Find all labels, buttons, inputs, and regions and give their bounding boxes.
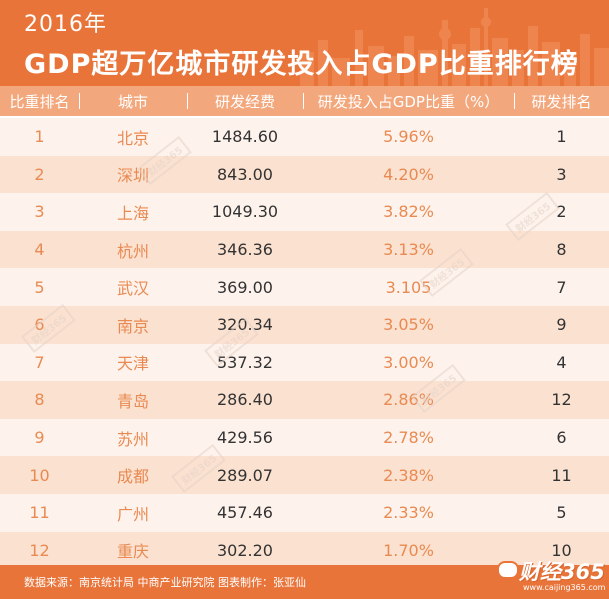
city-cell: 广州 xyxy=(116,504,149,524)
table-row: 5 武汉 369.00 3.105 7 xyxy=(0,268,609,306)
rd-rank-cell: 4 xyxy=(556,352,567,372)
rd-rank-cell: 6 xyxy=(556,428,567,448)
rd-funds-cell: 843.00 xyxy=(217,164,273,184)
city-cell: 天津 xyxy=(116,354,149,374)
city-cell: 北京 xyxy=(116,128,149,148)
rd-share-cell: 3.05% xyxy=(383,315,434,335)
column-header-rd-share: 研发投入占GDP比重（%） xyxy=(303,86,514,116)
share-rank-cell: 12 xyxy=(29,540,50,560)
rd-funds-cell: 537.32 xyxy=(217,352,273,372)
table-header-row: 比重排名 城市 研发经费 研发投入占GDP比重（%） 研发排名 xyxy=(0,86,609,118)
rd-funds-cell: 429.56 xyxy=(217,428,273,448)
city-cell: 重庆 xyxy=(116,542,149,562)
column-header-share-rank: 比重排名 xyxy=(9,92,70,111)
share-rank-cell: 2 xyxy=(34,164,45,184)
table-row: 7 天津 537.32 3.00% 4 xyxy=(0,343,609,382)
rd-share-cell: 4.20% xyxy=(383,164,434,184)
chat-bubble-icon xyxy=(497,561,519,579)
rd-share-cell: 2.78% xyxy=(383,428,434,448)
rd-share-cell: 1.70% xyxy=(383,540,434,560)
table-row: 1 北京 1484.60 5.96% 1 xyxy=(0,118,609,156)
rd-rank-cell: 3 xyxy=(556,164,567,184)
rd-rank-cell: 11 xyxy=(551,465,572,485)
city-cell: 杭州 xyxy=(116,241,149,261)
brand-logo: 财经365 www.caijing365.com xyxy=(497,547,609,599)
share-rank-cell: 11 xyxy=(29,503,50,523)
share-rank-cell: 9 xyxy=(34,428,45,448)
share-rank-cell: 8 xyxy=(34,390,45,410)
rd-share-cell: 2.86% xyxy=(383,390,434,410)
share-rank-cell: 5 xyxy=(34,277,45,297)
column-header-rd-funds: 研发经费 xyxy=(187,86,303,116)
rd-share-cell: 3.00% xyxy=(383,352,434,372)
column-header-city: 城市 xyxy=(79,86,187,116)
share-rank-cell: 10 xyxy=(29,465,50,485)
column-header-rd-rank: 研发排名 xyxy=(514,86,609,116)
table-row: 2 深圳 843.00 4.20% 3 xyxy=(0,155,609,194)
city-cell: 上海 xyxy=(116,203,149,223)
table-row: 6 南京 320.34 3.05% 9 xyxy=(0,305,609,344)
table-row: 8 青岛 286.40 2.86% 12 xyxy=(0,381,609,419)
rd-funds-cell: 302.20 xyxy=(217,540,273,560)
year-label: 2016年 xyxy=(24,12,107,37)
rd-rank-cell: 9 xyxy=(556,315,567,335)
city-cell: 南京 xyxy=(116,316,149,336)
rd-share-cell: 3.105 xyxy=(385,277,432,297)
rd-rank-cell: 10 xyxy=(551,540,572,560)
table-row: 9 苏州 429.56 2.78% 6 xyxy=(0,418,609,457)
share-rank-cell: 6 xyxy=(34,315,45,335)
rd-funds-cell: 289.07 xyxy=(217,465,273,485)
rd-rank-cell: 2 xyxy=(556,202,567,222)
city-cell: 苏州 xyxy=(116,429,149,449)
brand-url: www.caijing365.com xyxy=(523,583,606,592)
rd-funds-cell: 1484.60 xyxy=(211,127,279,147)
table-row: 4 杭州 346.36 3.13% 8 xyxy=(0,230,609,269)
share-rank-cell: 7 xyxy=(34,352,45,372)
share-rank-cell: 1 xyxy=(34,127,45,147)
page-title: GDP超万亿城市研发投入占GDP比重排行榜 xyxy=(24,49,579,80)
header-banner: 2016年 GDP超万亿城市研发投入占GDP比重排行榜 xyxy=(0,0,609,86)
brand-name: 财经365 xyxy=(519,560,605,584)
table-row: 10 成都 289.07 2.38% 11 xyxy=(0,456,609,494)
rd-share-cell: 3.13% xyxy=(383,240,434,260)
rd-share-cell: 3.82% xyxy=(383,202,434,222)
rd-funds-cell: 457.46 xyxy=(217,503,273,523)
city-cell: 武汉 xyxy=(116,279,149,299)
rd-rank-cell: 12 xyxy=(551,390,572,410)
share-rank-cell: 3 xyxy=(34,202,45,222)
city-skyline-graphic xyxy=(300,8,609,86)
data-source-note: 数据来源：南京统计局 中商产业研究院 图表制作：张亚仙 xyxy=(24,576,306,589)
rd-funds-cell: 346.36 xyxy=(217,240,273,260)
city-cell: 成都 xyxy=(116,467,149,487)
rd-rank-cell: 1 xyxy=(556,127,567,147)
table-row: 3 上海 1049.30 3.82% 2 xyxy=(0,193,609,231)
city-cell: 青岛 xyxy=(116,391,149,411)
rd-funds-cell: 369.00 xyxy=(217,277,273,297)
table-row: 11 广州 457.46 2.33% 5 xyxy=(0,493,609,532)
rd-rank-cell: 7 xyxy=(556,277,567,297)
rd-share-cell: 2.38% xyxy=(383,465,434,485)
share-rank-cell: 4 xyxy=(34,240,45,260)
rd-funds-cell: 1049.30 xyxy=(211,202,279,222)
rd-funds-cell: 286.40 xyxy=(217,390,273,410)
table-body: 1 北京 1484.60 5.96% 1 2 深圳 843.00 4.20% 3… xyxy=(0,118,609,570)
rd-rank-cell: 8 xyxy=(556,240,567,260)
city-cell: 深圳 xyxy=(116,166,149,186)
ranking-table: 比重排名 城市 研发经费 研发投入占GDP比重（%） 研发排名 1 北京 148… xyxy=(0,86,609,570)
rd-share-cell: 5.96% xyxy=(383,127,434,147)
rd-funds-cell: 320.34 xyxy=(217,315,273,335)
rd-share-cell: 2.33% xyxy=(383,503,434,523)
rd-rank-cell: 5 xyxy=(556,503,567,523)
